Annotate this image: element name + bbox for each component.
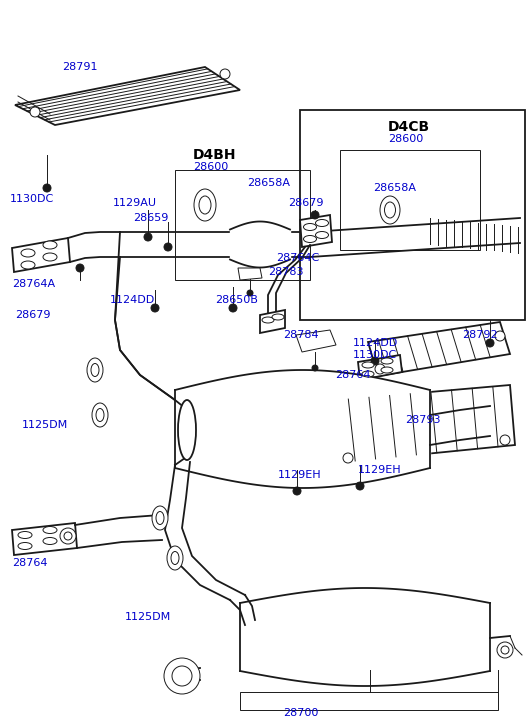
Text: 28659: 28659 — [133, 213, 168, 223]
Text: D4CB: D4CB — [388, 120, 430, 134]
Circle shape — [312, 365, 318, 371]
Circle shape — [220, 69, 230, 79]
Text: 1129EH: 1129EH — [358, 465, 402, 475]
Circle shape — [60, 528, 76, 544]
Text: 1125DM: 1125DM — [125, 612, 171, 622]
Ellipse shape — [87, 358, 103, 382]
Text: 1129AU: 1129AU — [113, 198, 157, 208]
Polygon shape — [15, 67, 240, 125]
Circle shape — [501, 646, 509, 654]
Polygon shape — [296, 330, 336, 352]
Ellipse shape — [152, 506, 168, 530]
Circle shape — [486, 339, 494, 347]
Circle shape — [151, 304, 159, 312]
Ellipse shape — [385, 202, 395, 218]
Circle shape — [311, 211, 319, 219]
Ellipse shape — [303, 236, 317, 243]
Circle shape — [229, 304, 237, 312]
Polygon shape — [358, 355, 402, 380]
Text: 28600: 28600 — [388, 134, 423, 144]
Text: 28679: 28679 — [288, 198, 323, 208]
Ellipse shape — [91, 364, 99, 377]
Text: 28764A: 28764A — [12, 279, 55, 289]
Polygon shape — [238, 268, 262, 280]
Ellipse shape — [272, 314, 284, 320]
Text: 28600: 28600 — [193, 162, 228, 172]
Ellipse shape — [21, 261, 35, 269]
Circle shape — [144, 233, 152, 241]
Ellipse shape — [381, 358, 393, 364]
Ellipse shape — [167, 546, 183, 570]
Ellipse shape — [171, 552, 179, 564]
Ellipse shape — [96, 409, 104, 422]
Bar — [300, 110, 525, 320]
Ellipse shape — [380, 196, 400, 224]
Circle shape — [64, 532, 72, 540]
Ellipse shape — [315, 231, 328, 238]
Text: 1124DD: 1124DD — [110, 295, 155, 305]
Circle shape — [293, 487, 301, 495]
Text: 28679: 28679 — [15, 310, 51, 320]
Ellipse shape — [303, 223, 317, 230]
Ellipse shape — [156, 512, 164, 524]
Text: 1129EH: 1129EH — [278, 470, 322, 480]
Text: 28764: 28764 — [12, 558, 47, 568]
Polygon shape — [12, 523, 77, 555]
Ellipse shape — [43, 241, 57, 249]
Circle shape — [247, 290, 253, 296]
Ellipse shape — [262, 317, 274, 323]
Circle shape — [164, 658, 200, 694]
Circle shape — [43, 184, 51, 192]
Circle shape — [356, 482, 364, 490]
Text: 28793: 28793 — [405, 415, 440, 425]
Ellipse shape — [43, 526, 57, 534]
Bar — [340, 150, 480, 250]
Circle shape — [500, 435, 510, 445]
Circle shape — [343, 453, 353, 463]
Text: 28650B: 28650B — [215, 295, 258, 305]
Ellipse shape — [362, 371, 374, 377]
Circle shape — [76, 264, 84, 272]
Bar — [175, 170, 310, 280]
Circle shape — [497, 642, 513, 658]
Circle shape — [495, 331, 505, 341]
Ellipse shape — [18, 542, 32, 550]
Circle shape — [164, 243, 172, 251]
Text: 1124DD: 1124DD — [353, 338, 398, 348]
Text: 28783: 28783 — [268, 267, 303, 277]
Text: 28764C: 28764C — [276, 253, 319, 263]
Text: 28784: 28784 — [283, 330, 319, 340]
Ellipse shape — [21, 249, 35, 257]
Text: 28700: 28700 — [283, 708, 318, 718]
Text: 28764: 28764 — [335, 370, 370, 380]
Polygon shape — [300, 215, 332, 247]
Polygon shape — [260, 310, 285, 333]
Text: 1125DM: 1125DM — [22, 420, 68, 430]
Ellipse shape — [194, 189, 216, 221]
Polygon shape — [12, 238, 70, 272]
Polygon shape — [368, 322, 510, 376]
Circle shape — [30, 107, 40, 117]
Ellipse shape — [199, 196, 211, 214]
Text: 1130DC: 1130DC — [353, 350, 397, 360]
Ellipse shape — [315, 220, 328, 227]
Circle shape — [172, 666, 192, 686]
Text: 28658A: 28658A — [247, 178, 290, 188]
Text: 28791: 28791 — [62, 62, 97, 72]
Ellipse shape — [18, 531, 32, 539]
Ellipse shape — [362, 362, 374, 368]
Ellipse shape — [43, 253, 57, 261]
Text: 1130DC: 1130DC — [10, 194, 54, 204]
Circle shape — [371, 357, 379, 365]
Ellipse shape — [92, 403, 108, 427]
Ellipse shape — [381, 367, 393, 373]
Ellipse shape — [178, 400, 196, 460]
Ellipse shape — [43, 537, 57, 545]
Text: D4BH: D4BH — [193, 148, 237, 162]
Text: 28658A: 28658A — [373, 183, 416, 193]
Text: 28792: 28792 — [462, 330, 497, 340]
Bar — [240, 692, 498, 710]
Polygon shape — [338, 385, 515, 462]
Circle shape — [375, 364, 385, 374]
